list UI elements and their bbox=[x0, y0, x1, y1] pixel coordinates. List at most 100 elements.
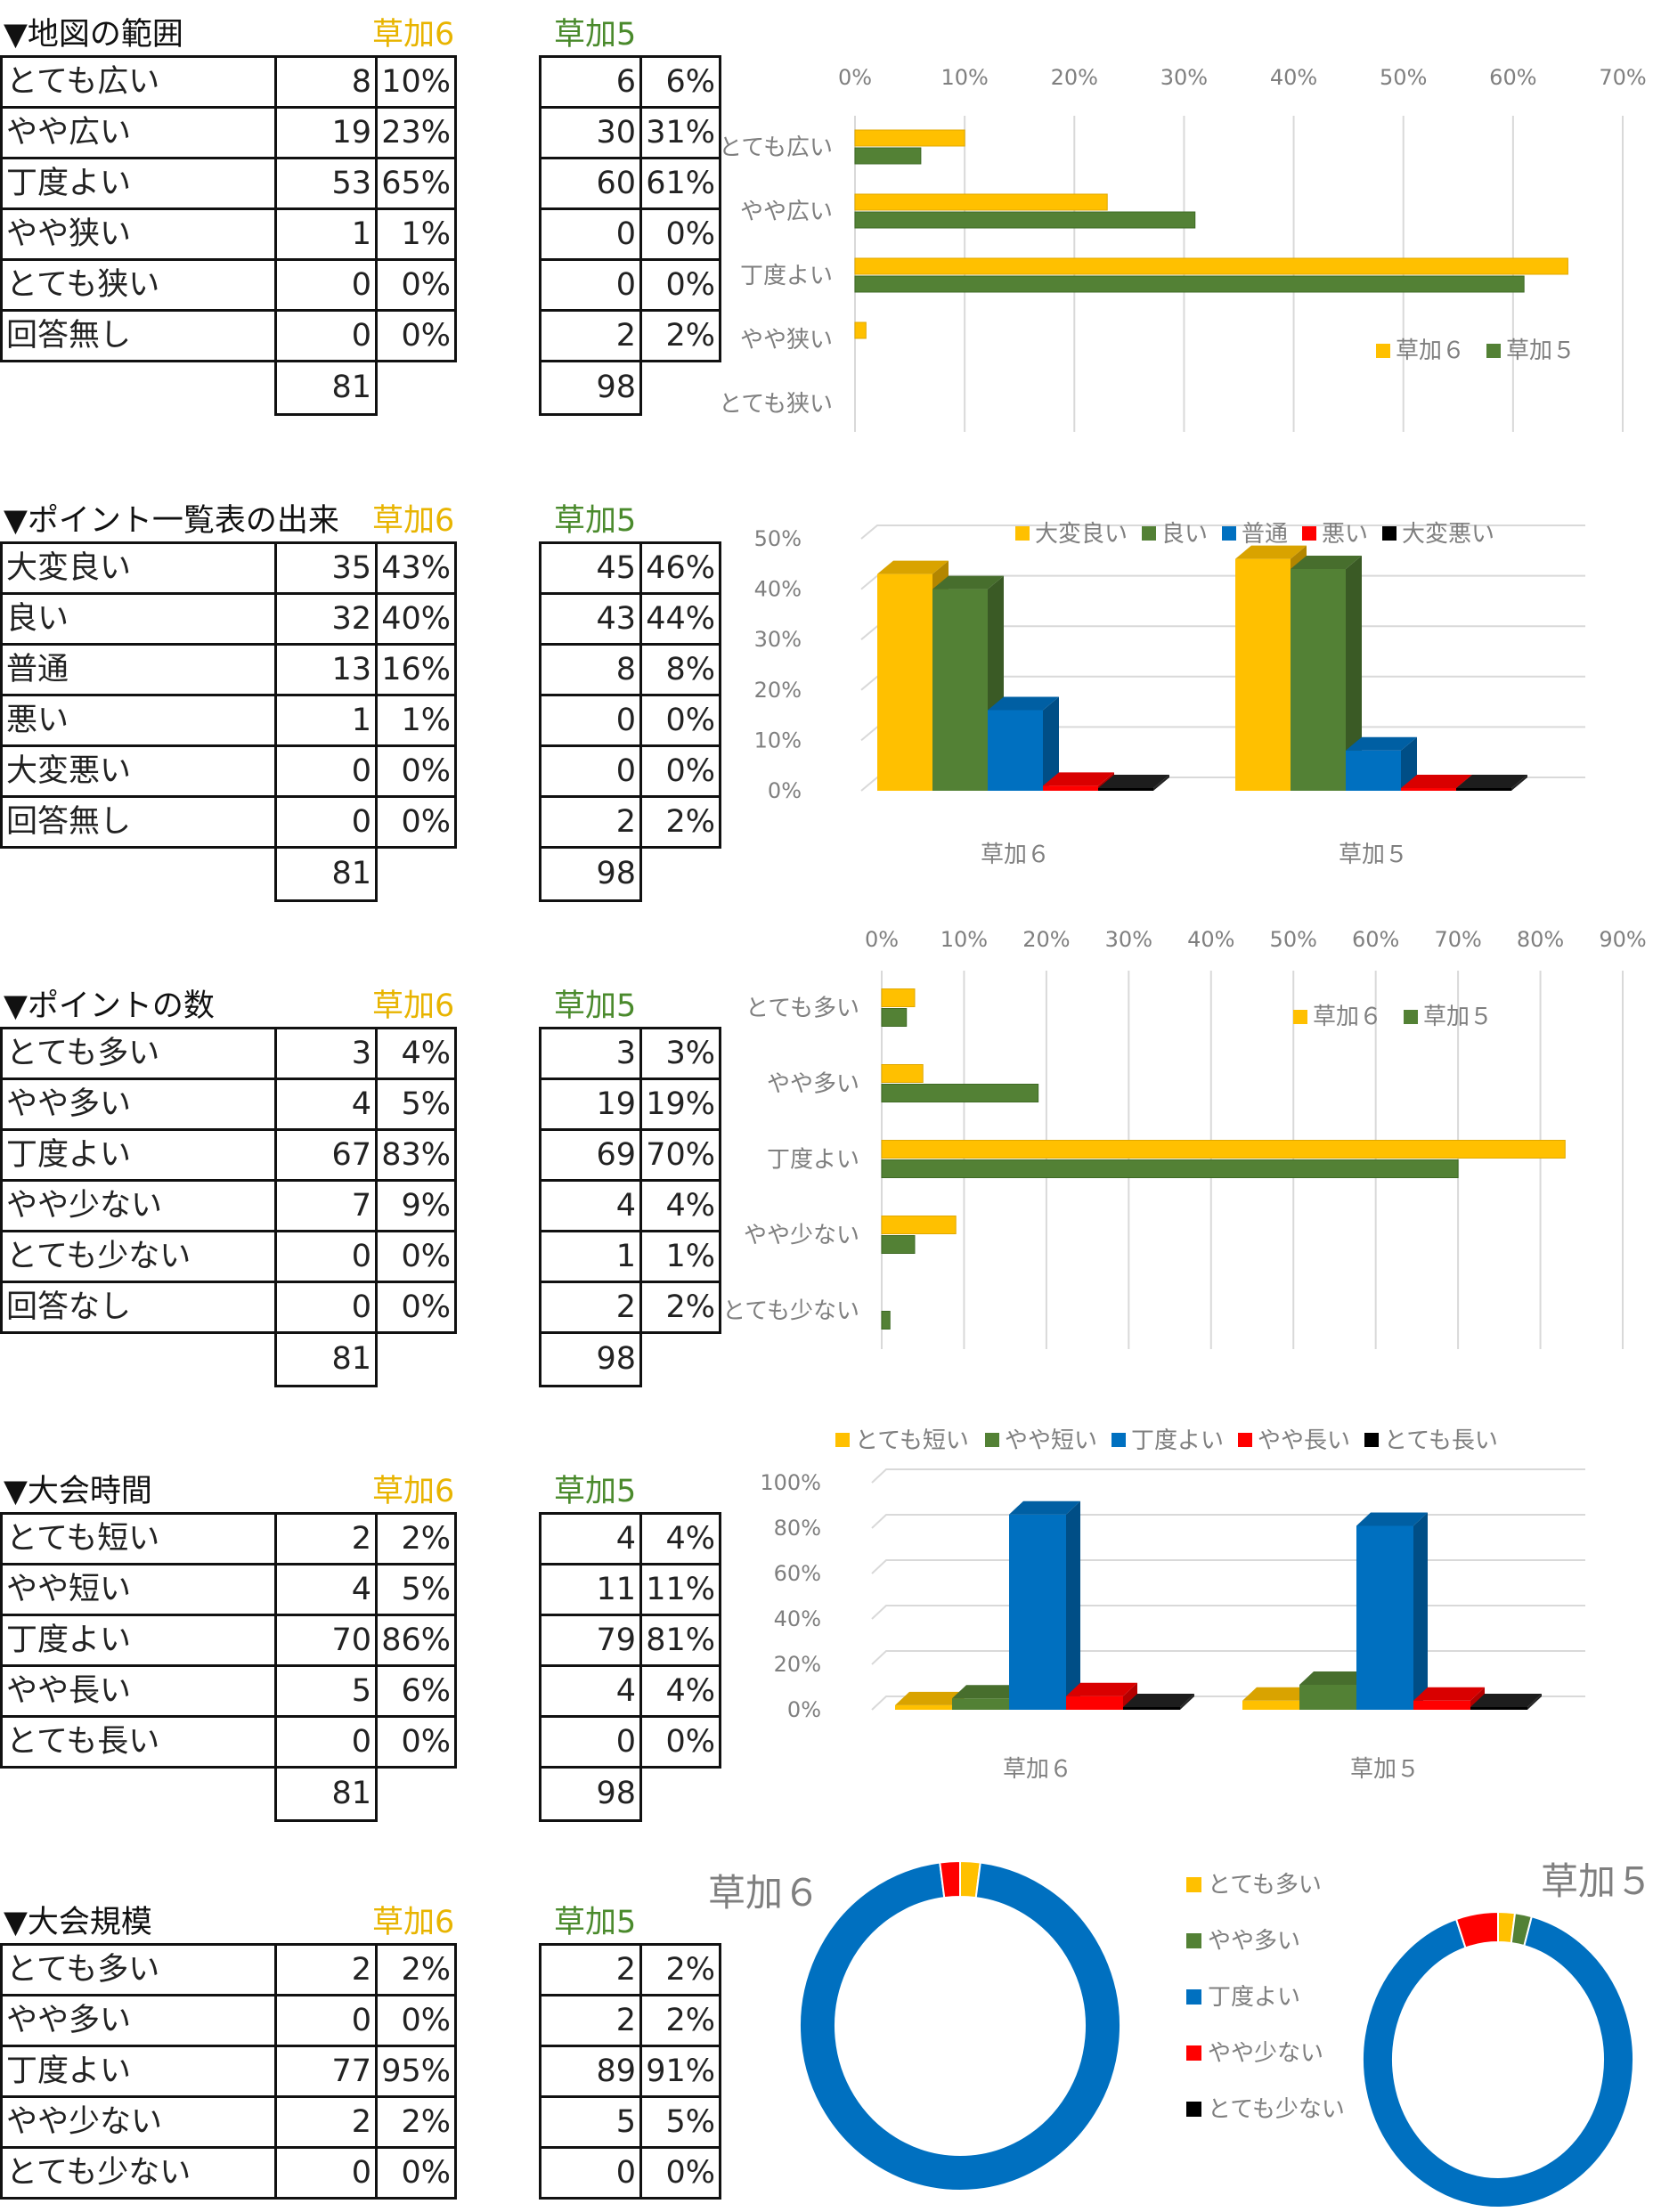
bar-front bbox=[1242, 1700, 1299, 1710]
percent-s6: 1% bbox=[375, 694, 457, 747]
percent-s5: 2% bbox=[639, 309, 721, 362]
table-row: 普通 13 16% 8 8% bbox=[0, 643, 721, 696]
table-row: やや狭い 1 1% 0 0% bbox=[0, 207, 721, 261]
row-label: とても少ない bbox=[0, 2146, 277, 2200]
bar-top bbox=[1043, 772, 1114, 786]
row-label: 大変良い bbox=[0, 541, 277, 595]
bar-front bbox=[1470, 1707, 1527, 1710]
bar bbox=[881, 988, 916, 1007]
legend-label: とても長い bbox=[1384, 1427, 1498, 1454]
count-s6: 35 bbox=[274, 541, 378, 595]
x-tick-label: 30% bbox=[1160, 65, 1208, 90]
percent-s6: 0% bbox=[375, 258, 457, 312]
count-s6: 7 bbox=[274, 1179, 378, 1232]
bar-top bbox=[932, 575, 1004, 590]
count-s6: 4 bbox=[274, 1563, 378, 1616]
count-s5: 2 bbox=[539, 1281, 642, 1334]
percent-s5: 4% bbox=[639, 1179, 721, 1232]
legend-label: 草加６ bbox=[1396, 337, 1465, 364]
count-s6: 0 bbox=[274, 2146, 378, 2200]
x-tick-label: 0% bbox=[865, 927, 899, 952]
bar-top bbox=[1291, 555, 1362, 569]
percent-s6: 0% bbox=[375, 795, 457, 849]
grid-line bbox=[871, 1559, 1585, 1574]
legend-swatch bbox=[1186, 1877, 1201, 1892]
legend-swatch bbox=[835, 1433, 850, 1447]
x-tick-label: 90% bbox=[1599, 927, 1646, 952]
count-s6: 2 bbox=[274, 1943, 378, 1996]
donut-title: 草加５ bbox=[1541, 1859, 1653, 1903]
category-label: とても狭い bbox=[719, 391, 833, 418]
category-label: 草加６ bbox=[1003, 1756, 1072, 1783]
percent-s5: 91% bbox=[639, 2045, 721, 2098]
bar bbox=[881, 1064, 924, 1083]
bar-side bbox=[1527, 1694, 1542, 1710]
x-tick-label: 50% bbox=[1270, 927, 1317, 952]
bar-front bbox=[1346, 750, 1401, 791]
count-s6: 0 bbox=[274, 1281, 378, 1334]
table-row: とても多い 3 4% 3 3% bbox=[0, 1027, 721, 1080]
row-label: 普通 bbox=[0, 643, 277, 696]
percent-s6: 2% bbox=[375, 1512, 457, 1565]
total-s6: 81 bbox=[274, 1766, 378, 1822]
total-s5: 98 bbox=[539, 360, 642, 416]
count-s5: 79 bbox=[539, 1614, 642, 1667]
table-row: やや短い 4 5% 11 11% bbox=[0, 1563, 721, 1616]
count-s5: 0 bbox=[539, 744, 642, 798]
bar-top bbox=[1098, 775, 1169, 788]
count-s5: 6 bbox=[539, 55, 642, 109]
row-label: やや少ない bbox=[0, 2095, 277, 2149]
grid-line bbox=[871, 1605, 1585, 1620]
bar bbox=[854, 275, 1525, 293]
percent-s5: 31% bbox=[639, 106, 721, 159]
bar-side bbox=[1346, 555, 1362, 791]
legend-label: とても少ない bbox=[1208, 2096, 1345, 2123]
header-s6: 草加6 bbox=[372, 503, 455, 539]
bar-front bbox=[988, 710, 1043, 791]
grid-line bbox=[871, 1650, 1585, 1665]
bar-top bbox=[1456, 775, 1527, 788]
category-label: 草加６ bbox=[981, 842, 1050, 868]
percent-s5: 2% bbox=[639, 1943, 721, 1996]
total-row: 81 98 bbox=[2, 360, 721, 416]
bar bbox=[854, 211, 1196, 229]
category-label: とても多い bbox=[745, 996, 859, 1022]
table-row: 丁度よい 70 86% 79 81% bbox=[0, 1614, 721, 1667]
percent-s6: 6% bbox=[375, 1664, 457, 1718]
legend-swatch bbox=[1238, 1433, 1252, 1447]
y-tick-label: 60% bbox=[774, 1561, 821, 1586]
bar bbox=[881, 1140, 1566, 1159]
percent-s5: 0% bbox=[639, 258, 721, 312]
legend-swatch bbox=[985, 1433, 999, 1447]
table-row: やや少ない 2 2% 5 5% bbox=[0, 2095, 721, 2149]
row-label: 回答なし bbox=[0, 1281, 277, 1334]
y-tick-label: 0% bbox=[787, 1697, 821, 1722]
legend-label: 大変良い bbox=[1035, 521, 1128, 548]
percent-s5: 4% bbox=[639, 1664, 721, 1718]
header-s6: 草加6 bbox=[372, 1474, 455, 1509]
header-s5: 草加5 bbox=[554, 1905, 637, 1940]
legend-swatch bbox=[1404, 1010, 1418, 1024]
legend-swatch bbox=[1112, 1433, 1126, 1447]
donut-slice bbox=[799, 1861, 1121, 2192]
percent-s5: 61% bbox=[639, 157, 721, 210]
table-row: 大変悪い 0 0% 0 0% bbox=[0, 744, 721, 798]
count-s5: 11 bbox=[539, 1563, 642, 1616]
donut-slice bbox=[939, 1859, 961, 1899]
bar-top bbox=[988, 696, 1059, 711]
bar-front bbox=[1066, 1696, 1123, 1710]
count-s6: 19 bbox=[274, 106, 378, 159]
count-s6: 77 bbox=[274, 2045, 378, 2098]
y-tick-label: 20% bbox=[774, 1652, 821, 1677]
count-s5: 0 bbox=[539, 207, 642, 261]
legend-swatch bbox=[1222, 526, 1236, 541]
x-tick-label: 20% bbox=[1051, 65, 1098, 90]
percent-s5: 0% bbox=[639, 694, 721, 747]
bar bbox=[854, 193, 1108, 211]
legend-swatch bbox=[1364, 1433, 1379, 1447]
legend-label: 悪い bbox=[1322, 521, 1368, 548]
percent-s5: 0% bbox=[639, 744, 721, 798]
count-s5: 2 bbox=[539, 1943, 642, 1996]
header-s5: 草加5 bbox=[554, 1474, 637, 1509]
category-label: 草加５ bbox=[1350, 1756, 1420, 1783]
